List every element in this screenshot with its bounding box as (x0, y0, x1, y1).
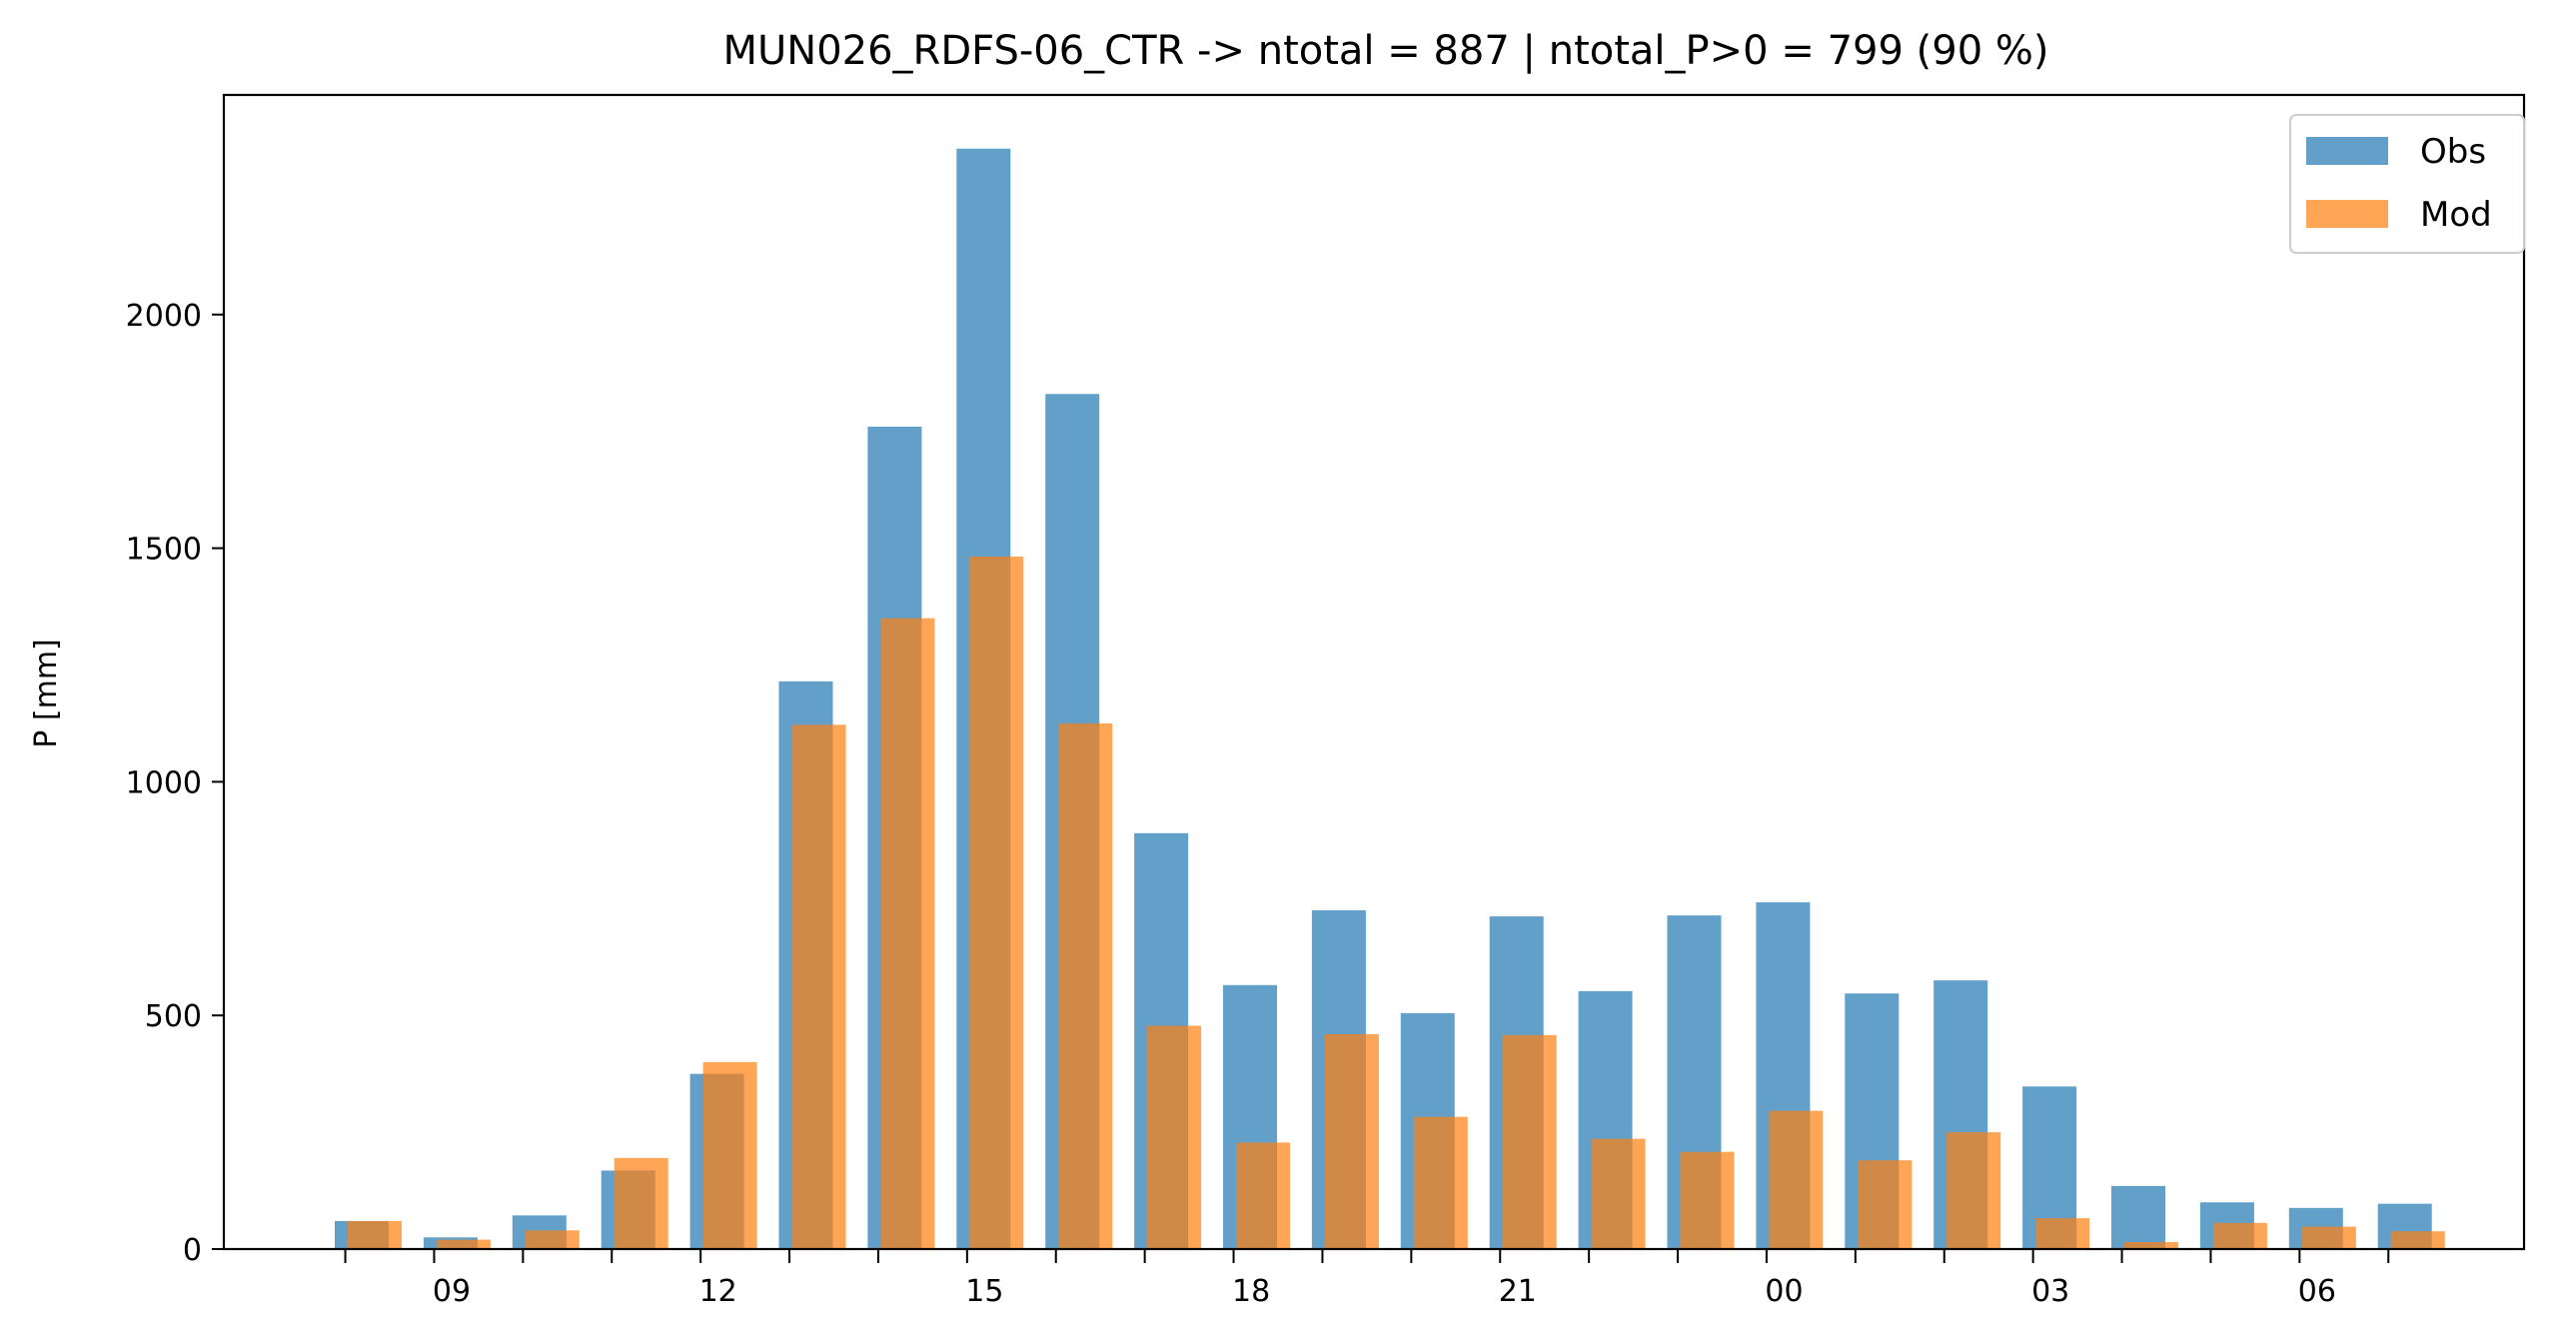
bar-mod-22 (1591, 1138, 1646, 1249)
bar-mod-14 (880, 618, 935, 1249)
axes-group: 0 500 1000 1500 2000 09 12 15 18 21 00 03 06 (126, 93, 2526, 1309)
bar-mod-02 (1946, 1132, 2001, 1249)
legend: Obs Mod (2289, 114, 2525, 254)
x-tick-label: 06 (2298, 1274, 2336, 1309)
x-tick-label: 15 (965, 1274, 1003, 1309)
y-axis-label: P [mm] (29, 639, 64, 747)
bar-mod-13 (791, 724, 846, 1249)
bar-obs-04 (2111, 1185, 2165, 1249)
bar-mod-17 (1147, 1025, 1202, 1249)
bar-mod-18 (1236, 1142, 1290, 1249)
bar-mod-06 (2301, 1226, 2356, 1249)
legend-label-obs: Obs (2420, 132, 2486, 172)
bar-mod-15 (969, 557, 1024, 1249)
x-tick-label: 09 (433, 1274, 471, 1309)
bar-mod-16 (1058, 722, 1113, 1249)
x-tick-label: 21 (1499, 1274, 1537, 1309)
legend-label-mod: Mod (2420, 195, 2492, 235)
bar-mod-00 (1769, 1110, 1824, 1249)
legend-swatch-mod (2306, 200, 2388, 228)
bar-mod-10 (525, 1230, 580, 1249)
y-tick-label: 1000 (126, 765, 202, 800)
plot-frame (222, 93, 2526, 1251)
chart-title: MUN026_RDFS-06_CTR -> ntotal = 887 | nto… (723, 28, 2049, 74)
y-tick-label: 2000 (126, 299, 202, 334)
bar-mod-20 (1413, 1116, 1468, 1249)
bar-mod-12 (702, 1061, 757, 1249)
x-tick-label: 12 (699, 1274, 737, 1309)
bar-mod-01 (1858, 1160, 1913, 1249)
y-tick-label: 500 (145, 999, 202, 1034)
bar-mod-11 (614, 1157, 668, 1249)
y-tick-label: 0 (183, 1233, 202, 1268)
legend-swatch-obs (2306, 137, 2388, 165)
bar-mod-03 (2035, 1218, 2090, 1249)
bar-mod-09 (436, 1239, 491, 1249)
y-tick-label: 1500 (126, 533, 202, 568)
bar-mod-05 (2212, 1222, 2267, 1249)
bar-mod-08 (348, 1220, 402, 1249)
bar-mod-23 (1680, 1151, 1735, 1249)
bars-group (335, 148, 2445, 1250)
bar-mod-07 (2390, 1231, 2445, 1249)
x-tick-label: 00 (1765, 1274, 1803, 1309)
x-tick-label: 18 (1232, 1274, 1270, 1309)
bar-mod-04 (2124, 1241, 2178, 1249)
bar-mod-21 (1502, 1034, 1557, 1249)
bar-mod-19 (1324, 1033, 1379, 1249)
x-tick-label: 03 (2031, 1274, 2069, 1309)
